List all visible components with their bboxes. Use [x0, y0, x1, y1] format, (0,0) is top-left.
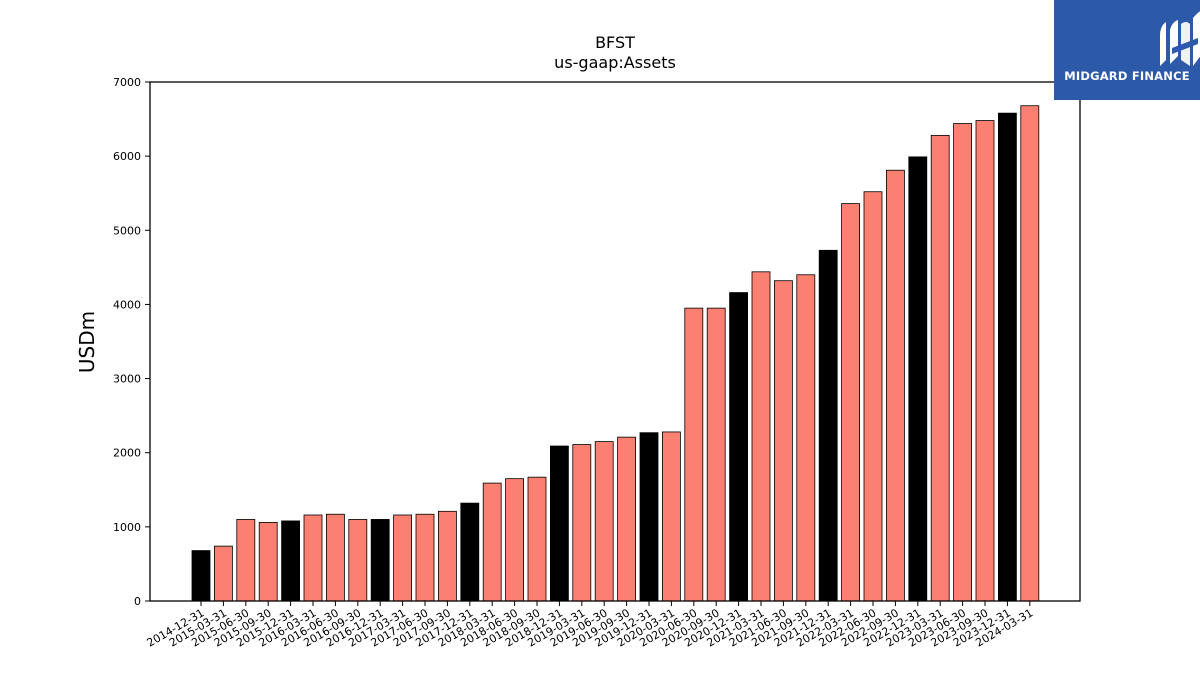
bar-2020-09-30: [706, 307, 726, 602]
plot-frame: [149, 81, 1081, 602]
bar-2022-09-30: [886, 169, 905, 602]
bar-2016-06-30: [325, 513, 345, 602]
bar-2018-12-31: [550, 445, 569, 602]
bar-2022-12-31: [908, 156, 928, 602]
y-tick-label: 4000: [113, 298, 141, 311]
chart-subtitle: us-gaap:Assets: [554, 53, 676, 72]
bar-2018-09-30: [527, 476, 547, 602]
bar-2015-06-30: [236, 519, 256, 602]
bar-2023-06-30: [953, 123, 972, 602]
bar-2019-09-30: [617, 436, 636, 602]
y-tick-label: 2000: [113, 447, 141, 460]
y-tick-label: 5000: [113, 224, 141, 237]
y-tick-label: 6000: [113, 150, 141, 163]
bar-2015-03-31: [213, 545, 233, 602]
midgard-logo-icon: [1160, 11, 1200, 66]
bar-2024-03-31: [1020, 105, 1040, 602]
bar-2014-12-31: [191, 550, 211, 602]
bar-2023-03-31: [930, 134, 950, 602]
bars-group: [191, 105, 1040, 602]
bar-2016-09-30: [348, 519, 368, 602]
bar-2020-12-31: [729, 292, 748, 602]
bar-2017-06-30: [415, 513, 435, 602]
y-tick-label: 1000: [113, 521, 141, 534]
bar-2017-12-31: [460, 502, 480, 602]
x-axis: 2014-12-312015-03-312015-06-302015-09-30…: [145, 601, 1035, 650]
y-tick-label: 7000: [113, 76, 141, 89]
logo-text: MIDGARD FINANCE: [1064, 69, 1190, 83]
bar-2019-03-31: [572, 444, 592, 602]
bar-2022-06-30: [863, 191, 883, 602]
bar-2016-03-31: [303, 514, 323, 602]
bar-2015-12-31: [281, 520, 301, 602]
bar-2021-12-31: [818, 249, 838, 602]
bar-2023-09-30: [975, 120, 995, 602]
bar-2016-12-31: [370, 519, 390, 602]
bar-2018-03-31: [482, 482, 502, 602]
bar-2022-03-31: [841, 203, 860, 602]
bar-2018-06-30: [505, 478, 525, 602]
y-axis: 0 1000 2000 3000 4000 5000 6000 7000: [113, 76, 150, 608]
bar-2023-12-31: [998, 112, 1017, 602]
bar-2021-06-30: [774, 280, 793, 602]
y-tick-label: 3000: [113, 373, 141, 386]
bar-2020-06-30: [684, 307, 704, 602]
bar-2017-09-30: [437, 510, 457, 602]
bar-2017-03-31: [393, 514, 413, 602]
bar-2015-09-30: [258, 522, 278, 602]
y-tick-label: 0: [134, 595, 141, 608]
midgard-finance-logo: MIDGARD FINANCE: [1054, 0, 1200, 100]
bar-2019-12-31: [639, 432, 659, 602]
bar-2021-09-30: [796, 274, 816, 602]
chart-title: BFST: [595, 33, 635, 52]
bar-2020-03-31: [662, 431, 681, 602]
bar-2019-06-30: [594, 441, 614, 602]
y-axis-label: USDm: [75, 311, 99, 373]
bar-2021-03-31: [751, 271, 771, 602]
